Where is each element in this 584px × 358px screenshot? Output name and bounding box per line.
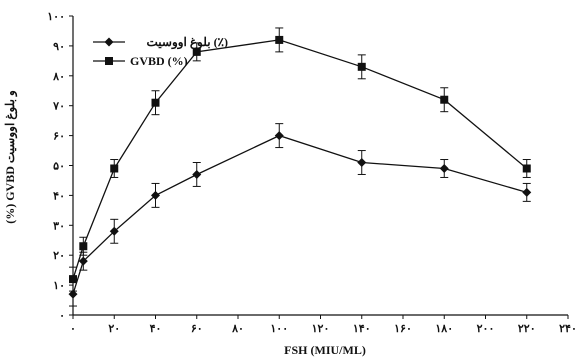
data-point-gvbd [192,47,201,56]
y-tick-label: ۰ [59,309,65,322]
x-tick-label: ۰ [70,322,76,335]
series-line-gvbd [72,39,528,280]
series-gvbd [69,27,531,292]
y-tick-label: ۹۰ [53,40,65,53]
x-tick-label: ۲۲۰ [518,322,536,335]
y-tick-label: ۵۰ [53,160,65,173]
data-point-oocyte [274,131,284,141]
data-point-oocyte [439,163,449,173]
y-tick-label: ۸۰ [52,70,65,83]
data-point-gvbd [522,164,531,173]
x-tick-label: ۱۶۰ [394,322,412,335]
x-tick-label: ۲۰ [108,322,120,335]
data-point-gvbd [69,275,77,284]
data-point-oocyte [151,190,160,200]
y-tick-label: ۱۰ [53,279,65,292]
data-point-gvbd [110,164,119,173]
legend-label-oocyte: بلوغ اووسیت (٪) [147,35,229,50]
x-ticks: ۰ ۲۰ ۴۰ ۶۰ ۸۰ ۱۰۰ ۱۲۰ ۱۴۰ ۱۶۰ ۱۸۰ ۲۰۰ ۲۲۰ ۲۴۰ [70,315,577,335]
data-point-gvbd [440,95,449,104]
legend-marker-oocyte [104,37,114,47]
data-point-gvbd [275,35,284,44]
y-tick-label: ۱۰۰ [47,10,65,23]
data-point-gvbd [357,62,366,71]
legend-marker-gvbd [105,57,113,65]
x-tick-label: ۶۰ [191,322,203,335]
y-tick-label: ۴۰ [53,189,65,202]
x-axis-title: FSH (MIU/ML) [284,343,366,357]
series-line-oocyte [72,134,527,295]
y-axis-title: (%) GVBD و بلوغ اووسیت [3,90,18,224]
x-tick-label: ۲۰۰ [477,322,495,335]
data-point-gvbd [151,98,160,107]
data-point-oocyte [68,289,78,299]
x-tick-label: ۴۰ [150,322,162,335]
data-point-gvbd [79,242,88,251]
y-tick-label: ۷۰ [52,100,65,113]
y-tick-label: ۲۰ [53,249,65,262]
series-oocyte [68,123,532,307]
legend-label-gvbd: GVBD (%) [130,54,188,68]
legend: بلوغ اووسیت (٪) GVBD (%) [93,35,228,68]
series-layer [68,27,532,307]
data-point-oocyte [192,169,202,179]
y-tick-label: ۶۰ [53,130,65,143]
data-point-oocyte [522,187,532,197]
x-tick-label: ۲۴۰ [559,322,577,335]
y-tick-label: ۳۰ [53,219,65,232]
x-tick-label: ۱۲۰ [312,322,330,335]
x-tick-label: ۱۸۰ [435,322,453,335]
y-ticks: ۰ ۱۰ ۲۰ ۳۰ ۴۰ ۵۰ ۶۰ ۷۰ ۸۰ ۹۰ ۱۰۰ [47,10,73,322]
data-point-oocyte [78,256,88,266]
x-tick-label: ۱۴۰ [353,322,371,335]
data-point-oocyte [109,226,119,236]
x-tick-label: ۱۰۰ [270,322,288,335]
x-tick-label: ۸۰ [231,322,244,335]
data-point-oocyte [357,158,367,168]
